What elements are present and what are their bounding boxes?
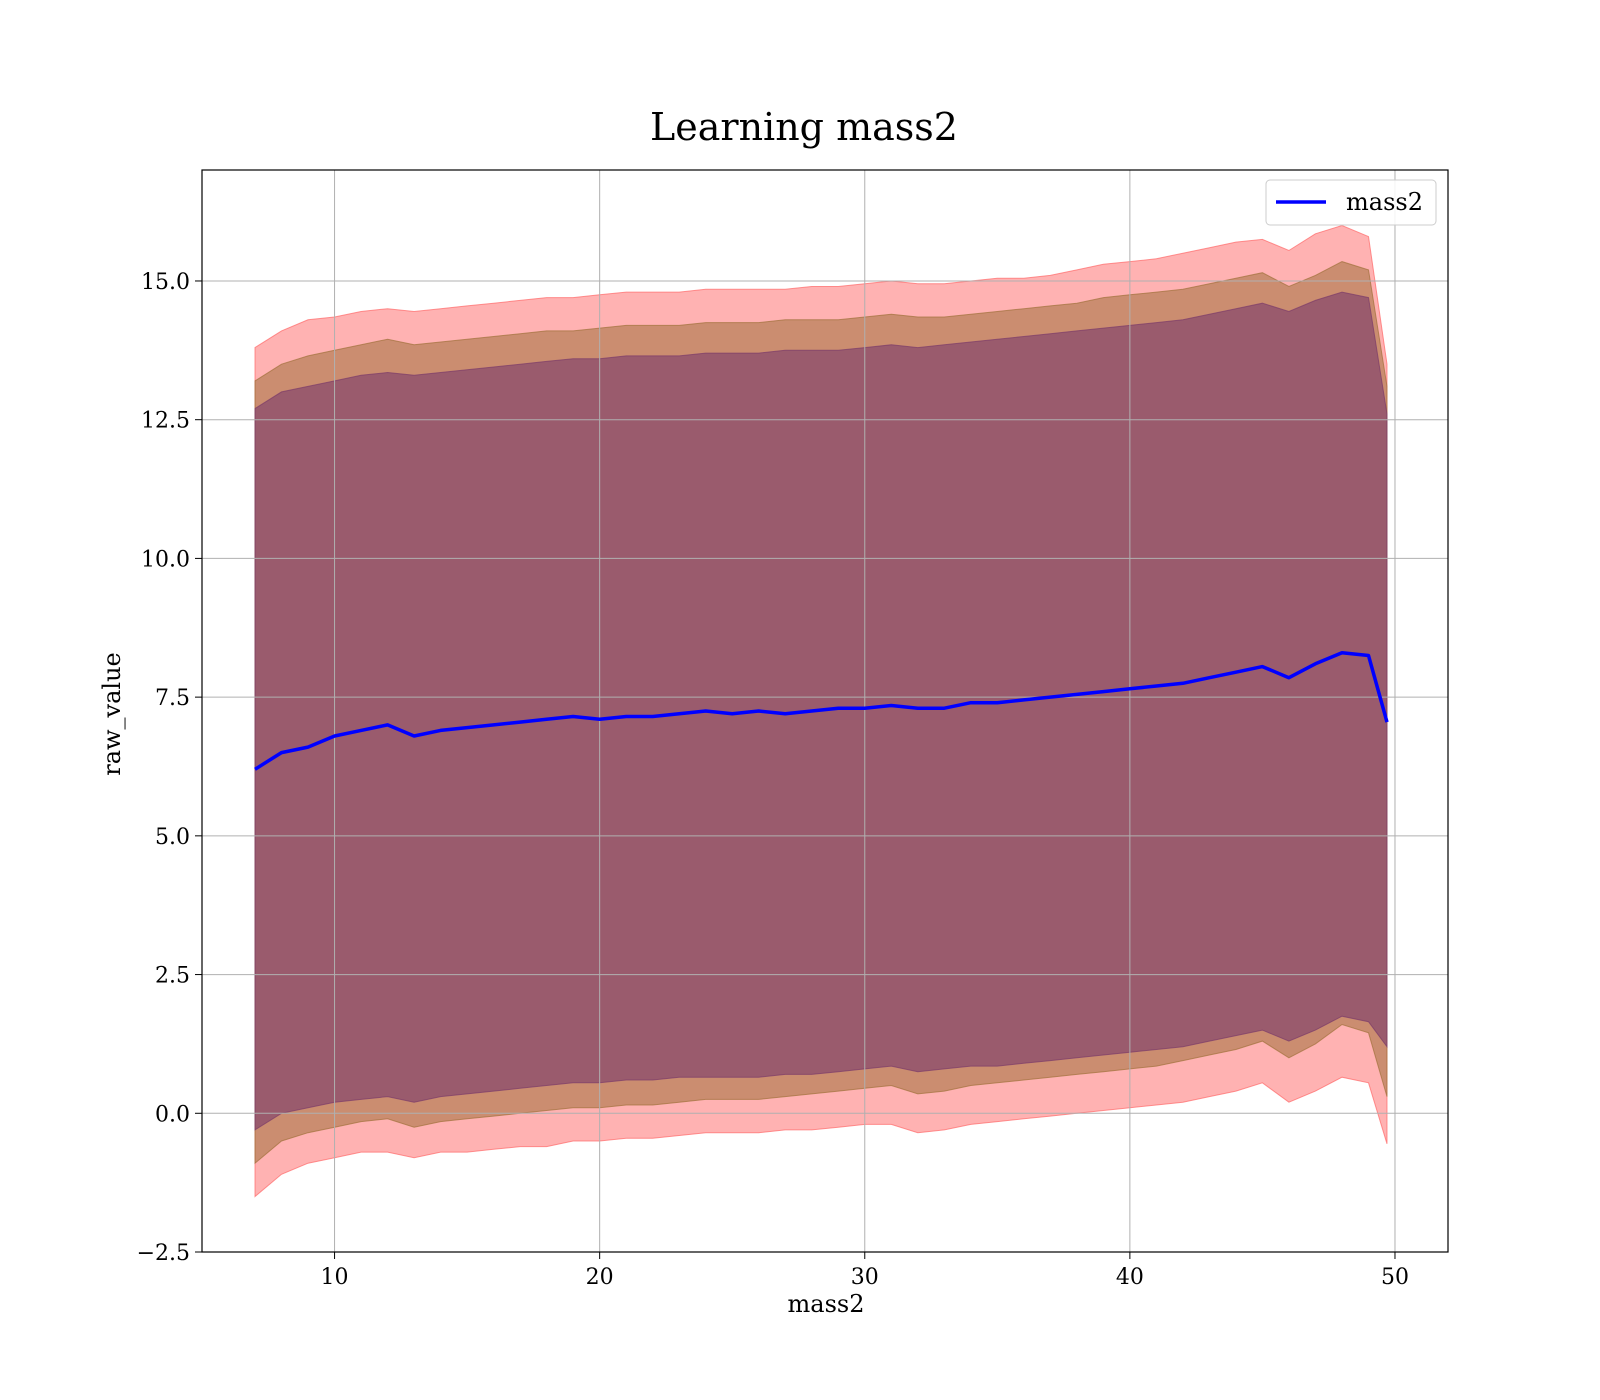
y-tick-label: 15.0 — [141, 270, 190, 295]
x-axis-label: mass2 — [788, 1290, 865, 1318]
x-tick-label: 40 — [1116, 1265, 1144, 1290]
x-tick-label: 30 — [851, 1265, 879, 1290]
legend-box — [1265, 179, 1437, 226]
y-tick-label: 2.5 — [155, 964, 190, 989]
plot-frame — [201, 169, 1449, 1253]
grid-lines — [202, 170, 1448, 1253]
y-tick-label: 12.5 — [141, 409, 190, 434]
legend: mass2 — [1265, 179, 1437, 226]
y-tick-label: 7.5 — [155, 686, 190, 711]
y-tick-label: −2.5 — [137, 1241, 190, 1266]
chart-title: Learning mass2 — [650, 105, 958, 149]
x-axis-ticks: 10 20 30 40 50 — [321, 1252, 1409, 1290]
y-tick-label: 10.0 — [141, 547, 190, 572]
x-tick-label: 20 — [586, 1265, 614, 1290]
series-line-mass2 — [254, 650, 1389, 771]
plot-area — [201, 169, 1449, 1253]
y-axis-label: raw_value — [98, 652, 126, 776]
y-tick-label: 5.0 — [155, 825, 190, 850]
x-tick-label: 50 — [1381, 1265, 1409, 1290]
series-lines — [254, 650, 1389, 771]
legend-label: mass2 — [1346, 188, 1423, 216]
y-tick-label: 0.0 — [155, 1102, 190, 1127]
x-tick-label: 10 — [321, 1265, 349, 1290]
y-axis-ticks: −2.5 0.0 2.5 5.0 7.5 10.0 12.5 15.0 — [137, 270, 202, 1266]
